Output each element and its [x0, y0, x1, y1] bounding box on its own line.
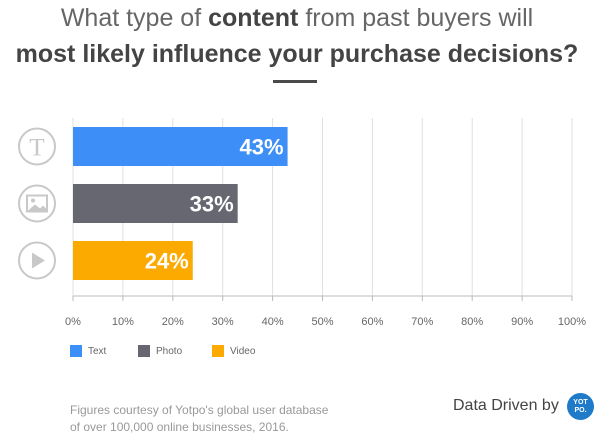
title-line-2: most likely influence your purchase deci…: [15, 40, 579, 68]
bar-video: [73, 241, 193, 280]
legend-label-text: Text: [88, 345, 107, 357]
legend-item-photo: Photo: [138, 345, 182, 357]
title-pre: What type of: [60, 4, 209, 32]
legend-label-video: Video: [230, 345, 256, 357]
yotpo-logo[interactable]: YOT PO.: [567, 393, 594, 420]
x-tick-label: 40%: [262, 316, 284, 328]
play-icon-ring: [18, 241, 56, 280]
x-tick-label: 10%: [112, 316, 134, 328]
chart-title: What type of content from past buyers wi…: [0, 0, 594, 72]
footnote: Figures courtesy of Yotpo's global user …: [70, 402, 390, 436]
legend-swatch-video: [212, 345, 224, 357]
x-tick-label: 30%: [212, 316, 234, 328]
x-tick-label: 90%: [511, 316, 533, 328]
x-tick-label: 50%: [311, 316, 333, 328]
logo-line-1: YOT: [573, 398, 588, 406]
legend-swatch-photo: [138, 345, 150, 357]
play-icon: [32, 252, 45, 269]
x-tick-label: 100%: [558, 316, 586, 328]
x-tick-label: 20%: [162, 316, 184, 328]
legend-item-text: Text: [70, 345, 106, 357]
title-bold: content: [208, 4, 299, 32]
title-line-1: What type of content from past buyers wi…: [0, 0, 594, 36]
bar-photo: [73, 184, 238, 223]
logo-line-2: PO.: [574, 406, 587, 414]
text-icon: T: [29, 135, 44, 162]
bar-value-label: 24%: [145, 249, 189, 274]
image-icon-ring: [18, 184, 56, 223]
x-tick-label: 80%: [461, 316, 483, 328]
x-tick-label: 60%: [361, 316, 383, 328]
footnote-line-2: of over 100,000 online businesses, 2016.: [70, 420, 289, 434]
bar-value-label: 33%: [190, 192, 234, 217]
x-tick-label: 70%: [411, 316, 433, 328]
x-tick-label: 0%: [65, 316, 81, 328]
bar-text: [73, 127, 288, 166]
title-divider: [273, 80, 317, 83]
credit-text: Data Driven by: [453, 397, 559, 414]
legend-label-photo: Photo: [156, 345, 183, 357]
image-icon: [26, 194, 48, 213]
title-post: from past buyers will: [298, 4, 534, 32]
bar-chart: 0% 10% 20% 30% 40% 50% 60% 70% 80% 90% 100% T 43% 33%…: [18, 118, 586, 328]
legend-item-video: Video: [212, 345, 255, 357]
text-icon-ring: [18, 127, 56, 166]
footnote-line-1: Figures courtesy of Yotpo's global user …: [70, 403, 329, 417]
legend-swatch-text: [70, 345, 82, 357]
bar-value-label: 43%: [240, 135, 284, 160]
